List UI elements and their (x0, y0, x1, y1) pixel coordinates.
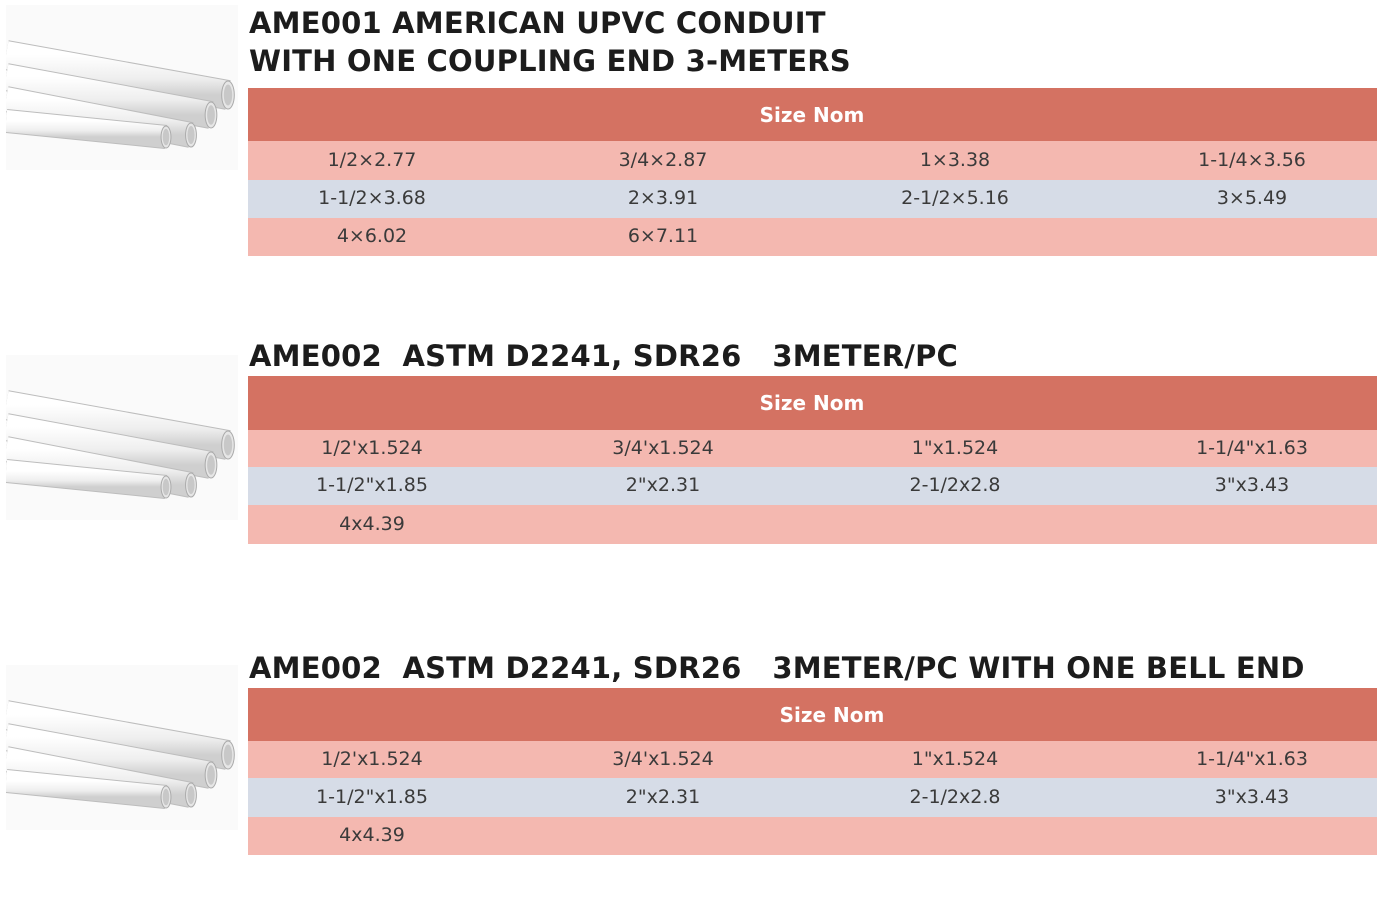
table-cell: 3/4'x1.524 (612, 747, 714, 770)
table-header: Size Nom (248, 88, 1377, 141)
table-cell: 3×5.49 (1216, 187, 1288, 209)
table-row: 1/2'x1.524 3/4'x1.524 1"x1.524 1-1/4"x1.63 (248, 430, 1377, 467)
table-cell: 1-1/2"x1.85 (316, 785, 428, 808)
table-cell: 4x4.39 (339, 512, 405, 535)
table-cell: 2"x2.31 (625, 785, 701, 808)
table-cell: 1"x1.524 (911, 747, 999, 770)
header-text: Size Nom (759, 102, 865, 127)
table-cell: 1/2×2.77 (327, 148, 417, 171)
table-cell: 1"x1.524 (911, 436, 999, 459)
product-image (3, 665, 238, 834)
table-cell: 1-1/4"x1.63 (1196, 747, 1308, 770)
table-cell: 2"x2.31 (625, 474, 701, 496)
table-cell: 1-1/4×3.56 (1198, 148, 1306, 171)
table-row: 4×6.02 6×7.11 (248, 218, 1377, 256)
product-image (3, 355, 238, 524)
table-cell: 2×3.91 (627, 187, 699, 209)
header-text: Size Nom (779, 702, 885, 727)
title-line: AME002 ASTM D2241, SDR26 3METER/PC WITH … (249, 651, 1305, 685)
table-cell: 1-1/2"x1.85 (316, 474, 428, 496)
section-title: AME002 ASTM D2241, SDR26 3METER/PC (249, 337, 958, 375)
table-cell: 6×7.11 (627, 225, 699, 247)
table-cell: 2-1/2×5.16 (901, 187, 1009, 209)
table-header: Size Nom (248, 376, 1377, 430)
table-cell: 3"x3.43 (1214, 474, 1290, 496)
header-text: Size Nom (759, 391, 865, 415)
table-row: 1/2'x1.524 3/4'x1.524 1"x1.524 1-1/4"x1.63 (248, 741, 1377, 778)
table-cell: 1-1/4"x1.63 (1196, 436, 1308, 459)
table-cell: 1/2'x1.524 (321, 747, 423, 770)
table-row: 1-1/2×3.68 2×3.91 2-1/2×5.16 3×5.49 (248, 180, 1377, 218)
section-title: AME002 ASTM D2241, SDR26 3METER/PC WITH … (249, 649, 1305, 687)
table-cell: 4x4.39 (339, 824, 405, 846)
table-cell: 1×3.38 (919, 148, 991, 171)
table-cell: 2-1/2x2.8 (909, 785, 1001, 808)
table-cell: 1-1/2×3.68 (318, 187, 426, 209)
product-image (3, 5, 238, 174)
table-cell: 1/2'x1.524 (321, 436, 423, 459)
table-header: Size Nom (248, 688, 1377, 741)
table-cell: 2-1/2x2.8 (909, 474, 1001, 496)
table-row: 1-1/2"x1.85 2"x2.31 2-1/2x2.8 3"x3.43 (248, 467, 1377, 505)
title-line: WITH ONE COUPLING END 3-METERS (249, 44, 851, 78)
table-row: 1/2×2.77 3/4×2.87 1×3.38 1-1/4×3.56 (248, 141, 1377, 180)
table-row: 4x4.39 (248, 817, 1377, 855)
table-cell: 3/4×2.87 (618, 148, 708, 171)
title-line: AME001 AMERICAN UPVC CONDUIT (249, 6, 826, 40)
table-row: 4x4.39 (248, 505, 1377, 544)
table-cell: 3/4'x1.524 (612, 436, 714, 459)
title-line: AME002 ASTM D2241, SDR26 3METER/PC (249, 339, 959, 373)
table-cell: 3"x3.43 (1214, 785, 1290, 808)
table-row: 1-1/2"x1.85 2"x2.31 2-1/2x2.8 3"x3.43 (248, 778, 1377, 817)
table-cell: 4×6.02 (336, 225, 408, 247)
section-title: AME001 AMERICAN UPVC CONDUIT WITH ONE COU… (249, 4, 851, 80)
